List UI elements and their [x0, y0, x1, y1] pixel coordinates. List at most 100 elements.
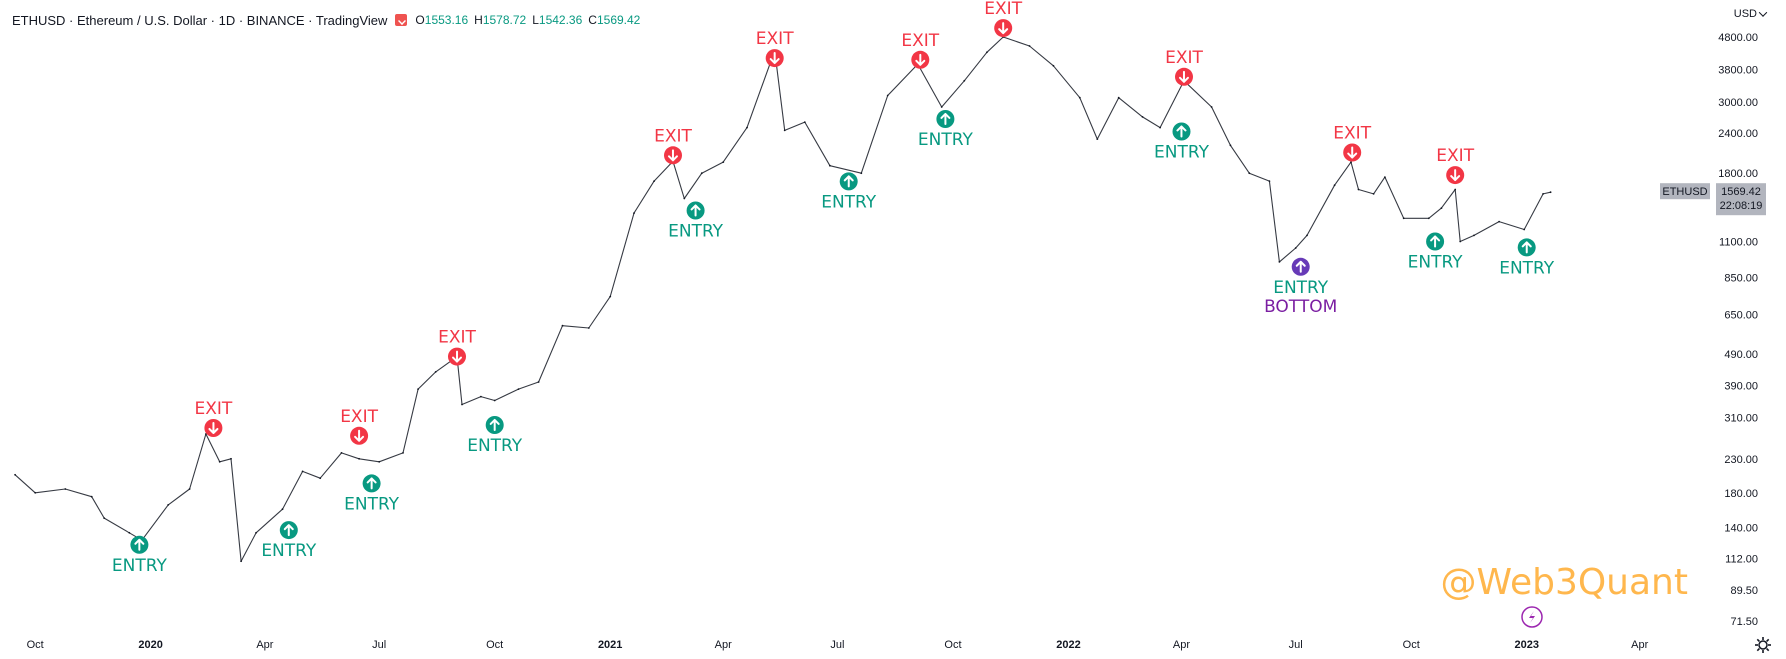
arrow-glyph [489, 418, 500, 431]
x-tick-label: Apr [1631, 639, 1648, 651]
series-point [1333, 184, 1336, 187]
last-price-symbol-bg [1660, 183, 1710, 200]
series-point [281, 508, 284, 511]
signal-label: ENTRY [344, 494, 400, 514]
series-point [587, 327, 590, 329]
entry-signal: ENTRY [344, 474, 400, 514]
y-tick-label: 850.00 [1724, 272, 1758, 284]
series-point [1350, 161, 1352, 164]
series-point [218, 460, 221, 463]
ohlc-high-key: H [474, 13, 483, 27]
arrow-glyph [452, 350, 463, 363]
series-point [1459, 240, 1462, 243]
flag-icon[interactable] [395, 14, 408, 26]
signal-label: EXIT [340, 407, 378, 427]
y-tick-label: 140.00 [1724, 523, 1758, 535]
series-point [517, 388, 520, 390]
signal-sublabel: BOTTOM [1264, 297, 1337, 317]
arrow-glyph [134, 538, 145, 551]
y-tick-label: 180.00 [1724, 488, 1758, 500]
x-tick-label: Jul [830, 639, 844, 651]
arrow-glyph [769, 52, 780, 65]
y-tick-label: 1100.00 [1719, 237, 1758, 249]
arrow-glyph [1347, 146, 1358, 159]
series-point [461, 403, 463, 406]
series-line [14, 36, 1551, 562]
y-tick-label: 310.00 [1724, 412, 1758, 424]
series-point [1096, 138, 1099, 141]
y-tick-label: 112.00 [1725, 554, 1758, 566]
exit-signal: EXIT [195, 399, 233, 437]
exit-signal: EXIT [1333, 124, 1372, 162]
exit-signal: EXIT [984, 0, 1023, 38]
signal-label: EXIT [654, 126, 692, 146]
series-point [1159, 126, 1161, 129]
x-tick-label: 2023 [1514, 639, 1538, 651]
series-point [1210, 106, 1213, 108]
arrow-glyph [1178, 70, 1189, 83]
chart-header: ETHUSD · Ethereum / U.S. Dollar · 1D · B… [12, 10, 640, 30]
ohlc-close-key: C [588, 13, 597, 27]
entry-signal: ENTRY [467, 416, 523, 456]
y-tick-label: 230.00 [1724, 454, 1758, 466]
series-point [128, 531, 131, 534]
ohlc-low-key: L [532, 13, 539, 27]
series-point [319, 477, 322, 480]
arrow-glyph [283, 524, 294, 537]
series-point [1248, 172, 1251, 175]
series-point [722, 161, 725, 164]
y-tick-label: 89.50 [1730, 585, 1758, 597]
signal-label: EXIT [756, 29, 794, 49]
ohlc-open-key: O [415, 13, 425, 27]
series-point [340, 452, 343, 454]
series-point [783, 129, 786, 132]
arrow-glyph [915, 53, 926, 66]
entry-signal: ENTRY [821, 172, 877, 212]
ohlc-readout: O1553.16 H1578.72 L1542.36 C1569.42 [415, 13, 640, 27]
series-point [561, 324, 564, 327]
series-point [1427, 217, 1430, 220]
signal-label: ENTRY [668, 222, 724, 242]
signal-label: EXIT [901, 31, 939, 51]
signal-label: EXIT [1436, 146, 1474, 166]
time-axis[interactable]: Oct 2020 Apr Jul Oct 2021 Apr Jul Oct 2022 Apr Jul O… [27, 639, 1649, 651]
ohlc-low-value: 1542.36 [538, 13, 583, 27]
arrow-glyph [998, 22, 1009, 35]
currency-selector[interactable]: USD [1734, 8, 1768, 20]
x-tick-label: Apr [1173, 639, 1190, 651]
arrow-glyph [1521, 241, 1532, 254]
watermark-text: @Web3Quant [1440, 562, 1688, 603]
series-point [1052, 64, 1055, 67]
series-point [1078, 96, 1081, 99]
price-axis[interactable]: 4800.00 3800.00 3000.00 2400.00 1800.00 1100.… [1718, 32, 1758, 628]
series-point [537, 381, 540, 383]
x-tick-label: 2022 [1056, 639, 1080, 651]
series-point [1117, 96, 1120, 99]
signal-label: ENTRY [1154, 143, 1210, 163]
series-point [609, 295, 612, 298]
signal-label: EXIT [1165, 48, 1203, 68]
series-point [378, 460, 381, 463]
signal-label: EXIT [438, 328, 476, 348]
series-point [803, 121, 806, 123]
entry-signal: ENTRY [1154, 122, 1210, 163]
entry-signal: ENTRY [918, 110, 973, 150]
symbol-title[interactable]: ETHUSD · Ethereum / U.S. Dollar · 1D · B… [12, 12, 388, 28]
series-point [1523, 228, 1526, 231]
series-point [1268, 180, 1271, 183]
series-point [480, 395, 482, 398]
arrow-glyph [354, 429, 365, 442]
entry-signal: ENTRY [668, 201, 724, 242]
series-point [940, 106, 943, 108]
series-point [240, 560, 243, 563]
ohlc-close-value: 1569.42 [596, 13, 641, 27]
y-tick-label: 71.50 [1730, 616, 1758, 628]
series-point [1306, 234, 1308, 237]
signal-label: EXIT [984, 0, 1022, 19]
ohlc-open-value: 1553.16 [424, 13, 469, 27]
y-tick-label: 490.00 [1724, 349, 1758, 361]
arrow-glyph [843, 175, 854, 188]
signal-markers: ENTRY EXIT ENTRY EXIT ENTRY EXIT ENTRY EXIT ENTR… [112, 0, 1555, 576]
gear-icon[interactable] [1754, 636, 1772, 654]
